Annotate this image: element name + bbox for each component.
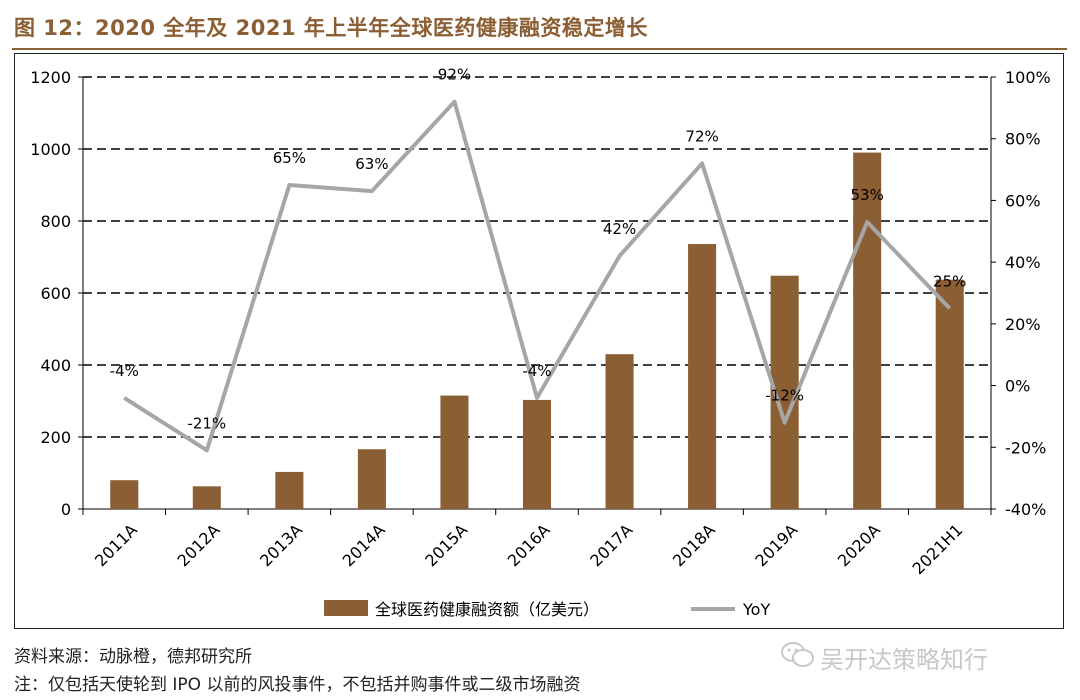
right-axis-tick-label: 60% [1005, 191, 1041, 210]
bar [110, 480, 139, 509]
bar [192, 486, 221, 509]
x-axis-tick-label: 2018A [669, 520, 719, 570]
x-axis-tick-label: 2021H1 [909, 520, 967, 578]
yoy-line [123, 99, 952, 453]
x-axis-tick-label: 2011A [91, 520, 141, 570]
x-axis-tick-label: 2014A [339, 520, 389, 570]
yoy-data-label: 53% [851, 186, 884, 204]
figure-title: 图 12：2020 全年及 2021 年上半年全球医药健康融资稳定增长 [14, 16, 648, 40]
legend-line-label: YoY [742, 600, 770, 619]
wechat-icon [781, 642, 814, 667]
bar [688, 244, 717, 510]
source-text: 资料来源：动脉橙，德邦研究所 [14, 647, 252, 667]
right-axis-tick-label: 20% [1005, 315, 1041, 334]
right-axis-tick-label: 0% [1005, 377, 1030, 396]
yoy-data-label: 25% [933, 272, 966, 290]
bar [853, 152, 882, 509]
left-axis-tick-label: 800 [40, 212, 71, 231]
yoy-data-label: 63% [355, 155, 388, 173]
left-axis-tick-label: 400 [40, 356, 71, 375]
yoy-data-label: -21% [187, 414, 226, 432]
x-axis-tick-label: 2017A [586, 520, 636, 570]
left-axis-tick-label: 1000 [30, 140, 71, 159]
right-axis-tick-label: 100% [1005, 68, 1051, 87]
right-axis-tick-label: 40% [1005, 253, 1041, 272]
right-axis-tick-label: -40% [1005, 500, 1046, 519]
legend-bar-label: 全球医药健康融资额（亿美元） [375, 600, 599, 619]
bar [275, 471, 304, 509]
bar [440, 395, 469, 509]
yoy-data-label: -12% [765, 387, 804, 405]
chart-frame: 0 200 400 600 800 1000 1200 -40% -20% 0% 20% 40% 60%… [14, 53, 1064, 629]
x-axis-tick-label: 2020A [834, 520, 884, 570]
yoy-data-label: -4% [522, 362, 551, 380]
yoy-data-label: 72% [685, 127, 718, 145]
x-axis-tick-label: 2019A [751, 520, 801, 570]
x-axis-tick-label: 2016A [504, 520, 554, 570]
note-text: 注：仅包括天使轮到 IPO 以前的风投事件，不包括并购事件或二级市场融资 [14, 675, 581, 695]
left-axis-tick-label: 0 [61, 500, 71, 519]
legend-bar-swatch [324, 600, 368, 616]
yoy-data-label: 65% [273, 149, 306, 167]
right-axis-tick-label: -20% [1005, 438, 1046, 457]
x-axis-tick-label: 2015A [421, 520, 471, 570]
x-axis-tick-label: 2013A [256, 520, 306, 570]
chart-svg: 0 200 400 600 800 1000 1200 -40% -20% 0% 20% 40% 60%… [30, 66, 1051, 619]
bar [935, 279, 964, 509]
bar [605, 354, 634, 509]
left-axis-tick-label: 600 [40, 284, 71, 303]
watermark-text: 吴开达策略知行 [820, 646, 988, 674]
yoy-data-label: -4% [110, 362, 139, 380]
left-axis-tick-label: 1200 [30, 68, 71, 87]
yoy-data-label: 42% [603, 220, 636, 238]
yoy-data-label: 92% [438, 66, 471, 84]
title-divider [12, 48, 1067, 50]
bar [357, 449, 386, 509]
left-axis-tick-label: 200 [40, 428, 71, 447]
right-axis-tick-label: 80% [1005, 130, 1041, 149]
bar [522, 399, 552, 509]
x-axis-tick-label: 2012A [174, 520, 224, 570]
